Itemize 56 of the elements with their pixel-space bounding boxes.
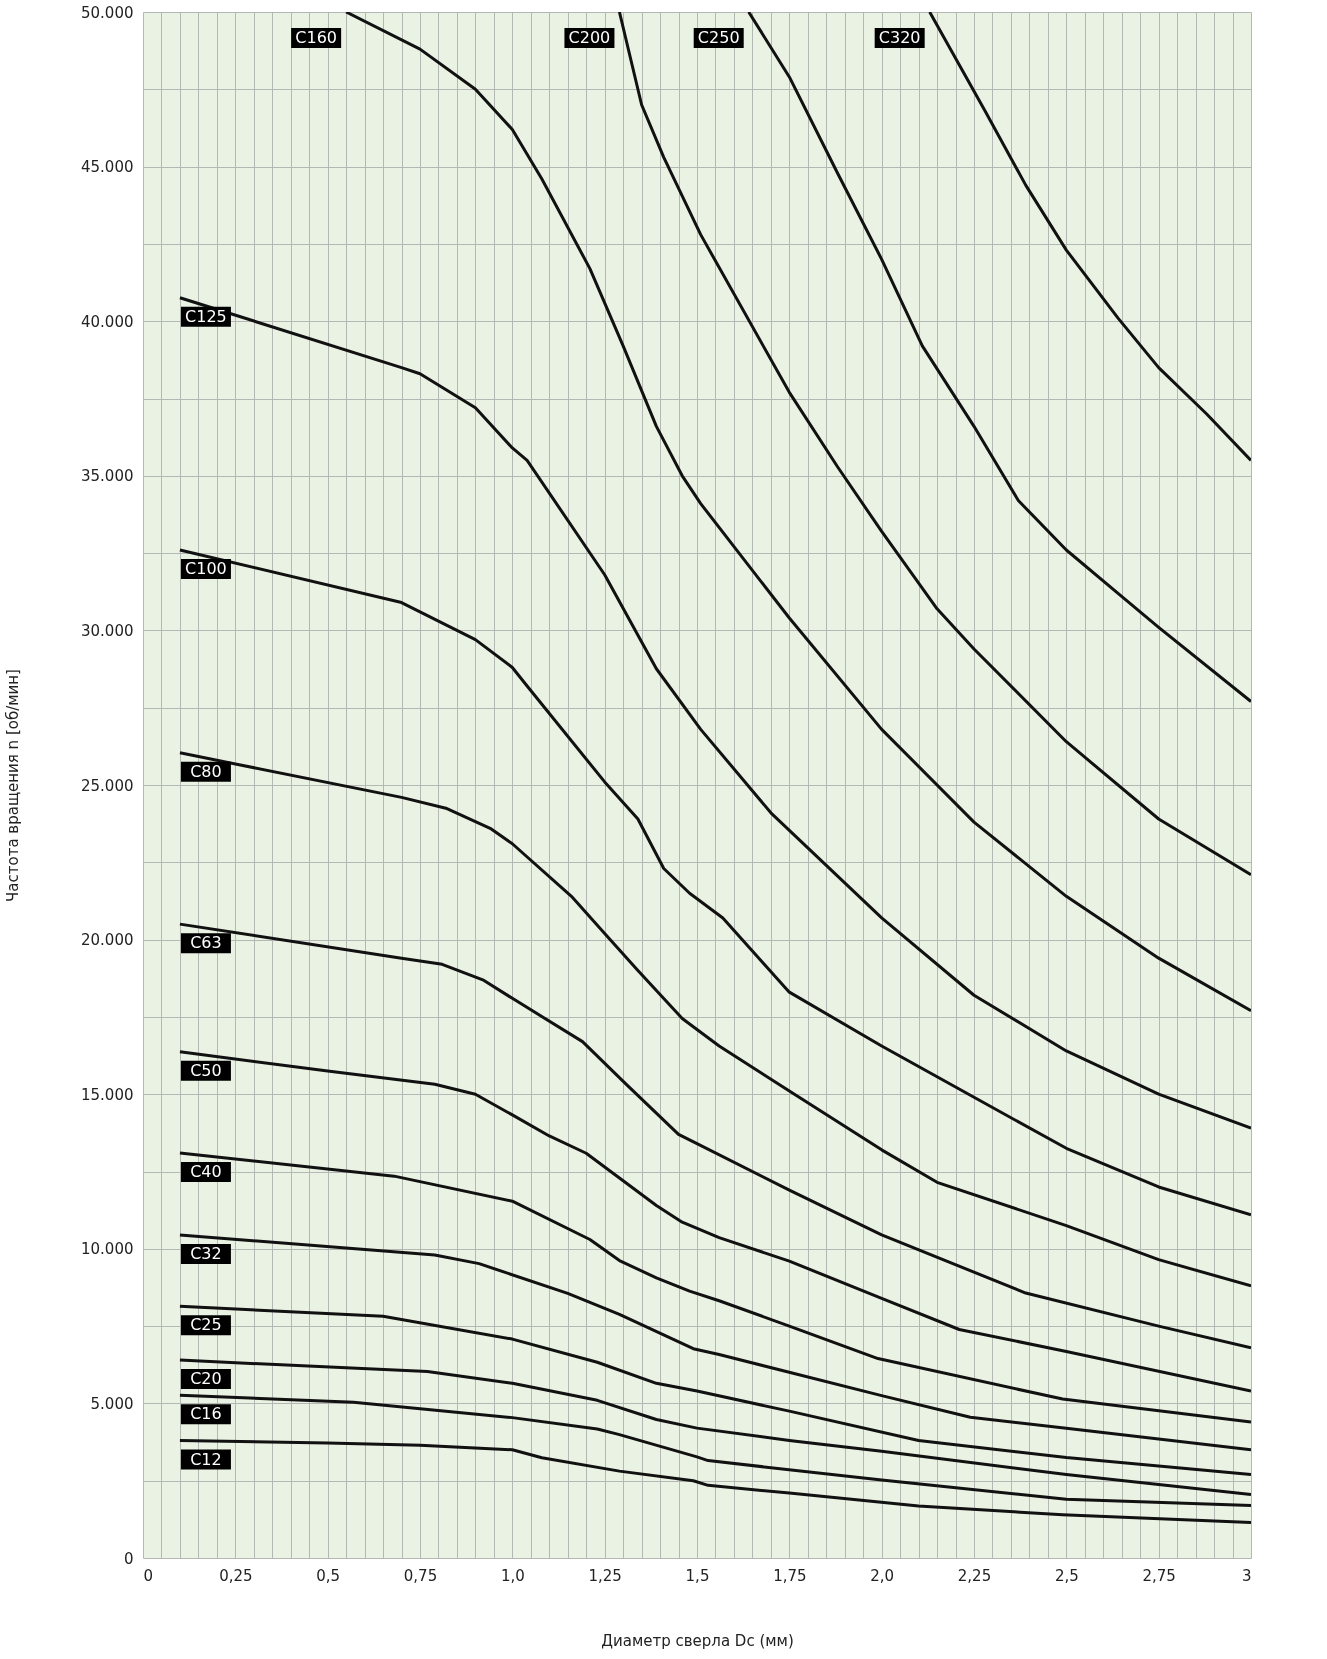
line-series <box>178 1233 1251 1452</box>
x-tick-label: 0,5 <box>316 1566 341 1585</box>
y-tick-label: 20.000 <box>81 931 134 950</box>
y-tick-label: 35.000 <box>81 467 134 486</box>
series-label: C12 <box>190 1449 222 1469</box>
series-label: C16 <box>190 1404 222 1424</box>
y-tick-label: 40.000 <box>81 312 134 331</box>
x-tick-label: 2,0 <box>870 1566 895 1585</box>
y-tick-label: 50.000 <box>81 3 134 22</box>
series-label: C20 <box>190 1369 222 1389</box>
series-label: C125 <box>185 306 227 326</box>
series-label: C32 <box>190 1243 222 1263</box>
x-tick-label: 1,25 <box>588 1566 622 1585</box>
series-label: C160 <box>295 28 337 47</box>
line-series <box>928 12 1251 462</box>
line-series <box>178 1358 1251 1497</box>
y-tick-label: 25.000 <box>81 776 134 795</box>
y-tick-label: 0 <box>123 1549 134 1568</box>
x-tick-label: 1,0 <box>500 1566 525 1585</box>
line-series <box>178 296 1251 1130</box>
line-series <box>747 12 1251 704</box>
x-tick-label: 1,5 <box>685 1566 710 1585</box>
x-tick-label: 1,75 <box>773 1566 807 1585</box>
y-tick-label: 45.000 <box>81 158 134 177</box>
x-tick-label: 0 <box>143 1566 154 1585</box>
x-axis-title: Диаметр сверла Dc (мм) <box>601 1631 794 1650</box>
line-series <box>178 922 1251 1350</box>
line-series <box>178 751 1251 1288</box>
line-series <box>178 1304 1251 1477</box>
line-series <box>178 1050 1251 1393</box>
x-tick-label: 2,5 <box>1054 1566 1079 1585</box>
series-label: C25 <box>190 1315 222 1335</box>
series-label: C40 <box>190 1161 222 1181</box>
series-label: C200 <box>568 28 611 47</box>
y-axis-title: Частота вращения n [об/мин] <box>4 669 23 902</box>
line-series <box>178 548 1251 1217</box>
series-label: C50 <box>190 1060 222 1080</box>
x-tick-label: 0,25 <box>219 1566 253 1585</box>
series-label: C80 <box>190 761 222 781</box>
y-tick-label: 5.000 <box>90 1394 134 1413</box>
line-series <box>178 1151 1251 1424</box>
series-label: C100 <box>185 559 227 579</box>
series-label: C250 <box>697 28 740 47</box>
y-tick-label: 10.000 <box>81 1240 134 1259</box>
line-series <box>344 12 1251 1013</box>
x-tick-label: 0,75 <box>403 1566 438 1585</box>
line-series <box>178 1439 1251 1524</box>
series-label: C63 <box>190 933 222 953</box>
x-tick-label: 3 <box>1241 1566 1252 1585</box>
y-tick-label: 15.000 <box>81 1085 134 1104</box>
x-tick-label: 2,75 <box>1142 1566 1176 1585</box>
y-tick-label: 30.000 <box>81 621 134 640</box>
line-series <box>617 12 1251 877</box>
line-series <box>178 1393 1251 1507</box>
x-tick-label: 2,25 <box>957 1566 992 1585</box>
series-label: C320 <box>878 28 921 47</box>
